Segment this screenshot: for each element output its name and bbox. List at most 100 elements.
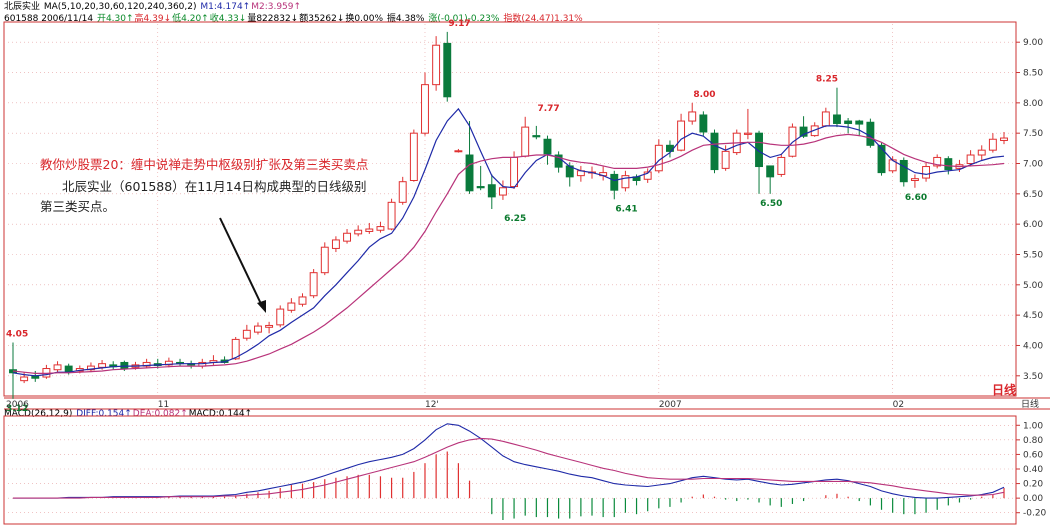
header-line2-6: 额35262↓ (299, 14, 345, 24)
peak-label: 6.50 (760, 199, 782, 209)
peak-label: 6.25 (504, 214, 526, 224)
macd-tick-label: 1.00 (1023, 421, 1043, 431)
candle-body (421, 84, 429, 134)
candle-body (20, 376, 29, 382)
price-tick-label: 5.00 (1023, 281, 1043, 291)
macd-diff-line (13, 423, 1005, 499)
candle-body (98, 363, 107, 368)
macd-tick-label: -0.20 (1023, 509, 1047, 519)
candle-body (309, 272, 318, 297)
candle-body (510, 156, 519, 188)
header-line2-4: 收4.33↓ (209, 14, 247, 24)
price-tick-label: 7.50 (1023, 129, 1043, 139)
header-macd-0: MACD(26,12,9) (4, 409, 76, 419)
candle-body (721, 150, 730, 169)
candle-body (432, 44, 441, 86)
candle-body (944, 158, 953, 171)
price-tick-label: 5.50 (1023, 250, 1043, 260)
candle-body (810, 125, 819, 137)
header-line2-3: 低4.20↑ (172, 14, 209, 24)
candle-body (120, 361, 129, 370)
header-line2-7: 换0.00% (345, 14, 386, 24)
candle-body (443, 42, 452, 98)
candle-body (621, 175, 630, 189)
candle-body (476, 186, 485, 189)
price-tick-label: 4.00 (1023, 341, 1043, 351)
peak-label: 6.60 (905, 193, 927, 203)
peak-label: 8.25 (816, 75, 838, 85)
candle-body (521, 126, 530, 157)
candle-body (899, 159, 908, 183)
candle-body (320, 246, 329, 274)
price-pane-frame (3, 21, 1017, 397)
candle-body (265, 324, 274, 328)
candle-body (276, 308, 285, 326)
header-macd-3: MACD:0.144↑ (188, 409, 253, 419)
candle-body (298, 296, 307, 305)
candle-body (922, 166, 931, 179)
candle-body (254, 325, 262, 333)
candle-body (365, 228, 374, 232)
candle-body (910, 178, 919, 181)
price-tick-label: 6.50 (1023, 190, 1043, 200)
period-label: 日线 (992, 382, 1016, 397)
macd-tick-label: 0.20 (1023, 480, 1043, 490)
candle-body (855, 120, 864, 125)
candle-body (988, 138, 997, 151)
candle-body (688, 111, 697, 122)
candle-body (643, 171, 652, 180)
candle-body (977, 149, 986, 156)
price-tick-label: 6.00 (1023, 220, 1043, 230)
ma-line-m2 (12, 133, 1005, 374)
candle-body (844, 120, 853, 124)
candle-body (532, 135, 541, 138)
macd-dea-line (13, 437, 1005, 499)
header-line1-3: M2:3.959↑ (251, 2, 302, 12)
annotation-line-1: 北辰实业（601588）在11月14日构成典型的日线级别 (62, 179, 367, 194)
candle-body (398, 181, 407, 203)
header-macd-1: DIFF:0.154↑ (76, 409, 132, 419)
candle-body (610, 173, 619, 191)
header-line2-1: 开4.30↑ (96, 14, 134, 24)
macd-tick-label: 0.40 (1023, 465, 1043, 475)
macd-pane-frame (3, 415, 1017, 525)
peak-label: 6.41 (615, 204, 637, 214)
time-label: 2007 (659, 400, 682, 410)
candle-body (242, 329, 251, 339)
header-line1-1: MA(5,10,20,30,60,120,240,360,2) (41, 2, 197, 12)
candle-body (454, 150, 463, 153)
candle-body (498, 187, 507, 196)
candle-body (966, 154, 975, 165)
candle-body (231, 338, 240, 360)
candle-body (64, 365, 73, 373)
peak-label: 9.17 (448, 19, 470, 29)
annotation-arrow-head (257, 300, 266, 313)
peak-label: 4.05 (6, 329, 28, 339)
ma-line-m1 (12, 107, 1005, 377)
candle-body (877, 144, 886, 174)
candle-body (710, 132, 719, 171)
candle-body (743, 132, 752, 135)
header-line1-2: M1:4.174↑ (197, 2, 251, 12)
header-line2-5: 量822832↓ (247, 14, 299, 24)
candle-body (1000, 137, 1008, 141)
time-label: 2006 (6, 400, 29, 410)
annotation-arrow (219, 217, 263, 307)
candle-body (287, 302, 296, 311)
price-tick-label: 9.00 (1023, 38, 1043, 48)
candle-body (86, 365, 95, 371)
candle-body (554, 154, 563, 168)
candle-body (821, 111, 830, 127)
time-label: 11 (158, 400, 169, 410)
candle-body (387, 201, 396, 230)
candle-body (487, 184, 496, 198)
candle-body (376, 226, 385, 231)
candle-body (777, 156, 786, 175)
macd-tick-label: 0.80 (1023, 436, 1043, 446)
price-tick-label: 7.00 (1023, 160, 1043, 170)
candle-body (677, 120, 686, 151)
candle-body (833, 114, 841, 124)
header-line2-9: 涨(-0.01)-0.23% (428, 14, 503, 24)
candle-body (933, 156, 942, 167)
